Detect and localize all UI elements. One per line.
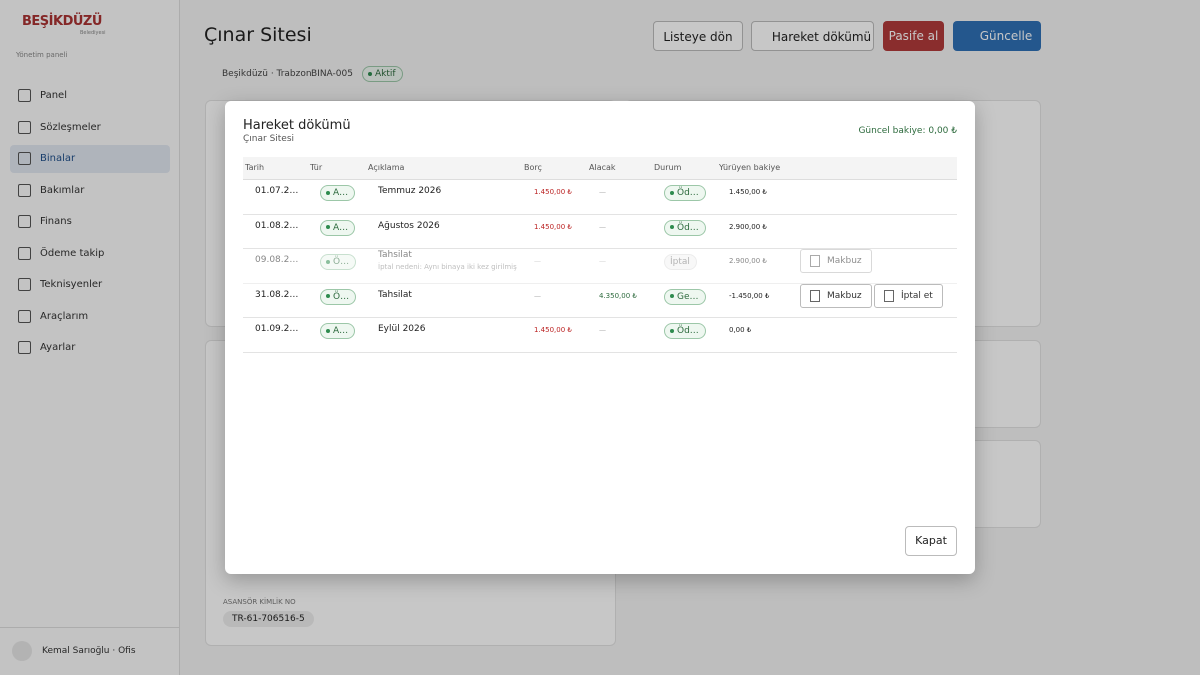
type-chip: A… (320, 323, 356, 339)
credit: — (599, 222, 606, 231)
credit: — (599, 326, 606, 334)
back-button[interactable]: Listeye dön (653, 21, 743, 51)
debit: 1.450,00 ₺ (534, 326, 572, 334)
logo-sub: Belediyesi (80, 30, 106, 36)
nav-item[interactable]: Ödeme takip (10, 240, 170, 268)
status-chip: Öd… (664, 185, 706, 201)
status-chip: Aktif (362, 66, 403, 82)
description: Tahsilat (378, 250, 412, 260)
debit: 1.450,00 ₺ (534, 188, 572, 196)
date: 09.08.2… (255, 255, 299, 265)
debit: — (534, 257, 541, 265)
status-chip: Öd… (664, 323, 706, 339)
column-header: Durum (654, 163, 682, 172)
running-balance: 2.900,00 ₺ (729, 222, 767, 231)
nav-item[interactable]: Ayarlar (10, 334, 170, 362)
date: 01.08.2… (255, 220, 299, 231)
history-button[interactable]: Hareket dökümü (751, 21, 874, 51)
nav-item[interactable]: Binalar (10, 145, 170, 173)
nav-item[interactable]: Finans (10, 208, 170, 236)
balance: Güncel bakiye: 0,00 ₺ (858, 126, 957, 136)
credit: — (599, 257, 606, 265)
nav-icon (18, 309, 31, 323)
running-balance: 1.450,00 ₺ (729, 188, 767, 196)
nav-icon (18, 120, 31, 134)
column-header: Alacak (589, 163, 616, 172)
cancel-note: İptal nedeni: Aynı binaya iki kez girilm… (378, 263, 517, 271)
running-balance: 2.900,00 ₺ (729, 257, 767, 265)
modal: Hareket dökümü Çınar Sitesi Güncel bakiy… (225, 101, 975, 574)
caption: Yönetim paneli (16, 51, 68, 59)
modal-subtitle: Çınar Sitesi (243, 134, 295, 144)
table-row: 01.08.2… A… Ağustos 2026 1.450,00 ₺ — Öd… 2.90… (243, 215, 957, 249)
table-row: 01.07.2… A… Temmuz 2026 1.450,00 ₺ — Öd… 1.450… (243, 180, 957, 215)
running-balance: -1.450,00 ₺ (729, 291, 770, 300)
column-header: Borç (524, 163, 542, 172)
nav-item[interactable]: Araçlarım (10, 303, 170, 331)
status-chip: Ge… (664, 288, 706, 305)
table-row: 31.08.2… Ö… Tahsilat — 4.350,00 ₺ Ge… -1.450,0… (243, 283, 957, 318)
nav-icon (18, 183, 31, 197)
table-row: 01.09.2… A… Eylül 2026 1.450,00 ₺ — Öd… 0,00 ₺ (243, 318, 957, 353)
date: 01.09.2… (255, 324, 299, 334)
description: Temmuz 2026 (378, 186, 442, 196)
credit: 4.350,00 ₺ (599, 291, 637, 300)
type-chip: A… (320, 185, 356, 201)
close-button[interactable]: Kapat (905, 526, 957, 556)
modal-title: Hareket dökümü (243, 118, 351, 133)
field-label: ASANSÖR KİMLİK NO (223, 598, 296, 606)
code: BINA-005 (311, 69, 353, 79)
debit: — (534, 291, 541, 300)
nav-item[interactable]: Panel (10, 82, 170, 110)
column-header: Tarih (245, 163, 265, 172)
user[interactable]: Kemal Sarıoğlu · Ofis (42, 646, 136, 656)
location: Beşikdüzü · Trabzon (222, 69, 312, 79)
type-chip: Ö… (320, 254, 357, 270)
update-button[interactable]: Güncelle (953, 21, 1041, 51)
action-button[interactable]: Makbuz (800, 249, 872, 273)
page-title: Çınar Sitesi (204, 24, 312, 46)
nav-icon (18, 89, 31, 102)
nav-item[interactable]: Sözleşmeler (10, 114, 170, 142)
action-button[interactable]: İptal et (874, 283, 943, 308)
sidebar: BEŞİKDÜZÜ Belediyesi Yönetim paneli Pane… (0, 0, 180, 675)
description: Tahsilat (378, 289, 412, 300)
type-chip: Ö… (320, 288, 357, 305)
field-value: TR-61-706516-5 (223, 611, 314, 627)
nav-item[interactable]: Bakımlar (10, 177, 170, 205)
date: 01.07.2… (255, 186, 299, 196)
action-button[interactable]: Makbuz (800, 283, 872, 308)
date: 31.08.2… (255, 289, 299, 300)
nav-icon (18, 215, 31, 228)
status-chip: İptal (664, 254, 697, 270)
credit: — (599, 188, 606, 196)
column-header: Tür (310, 163, 323, 172)
running-balance: 0,00 ₺ (729, 326, 752, 334)
nav-item[interactable]: Teknisyenler (10, 271, 170, 299)
type-chip: A… (320, 219, 356, 236)
nav-icon (18, 278, 31, 291)
deactivate-button[interactable]: Pasife al (883, 21, 944, 51)
description: Eylül 2026 (378, 324, 426, 334)
logo: BEŞİKDÜZÜ (22, 14, 102, 29)
table-row: 09.08.2… Ö… Tahsilat İptal nedeni: Aynı bin… (243, 249, 957, 284)
column-header: Yürüyen bakiye (719, 163, 781, 172)
nav-icon (18, 152, 31, 165)
description: Ağustos 2026 (378, 220, 440, 231)
nav-icon (18, 246, 31, 260)
debit: 1.450,00 ₺ (534, 222, 572, 231)
nav-icon (18, 341, 31, 354)
status-chip: Öd… (664, 219, 706, 236)
column-header: Açıklama (368, 163, 405, 172)
